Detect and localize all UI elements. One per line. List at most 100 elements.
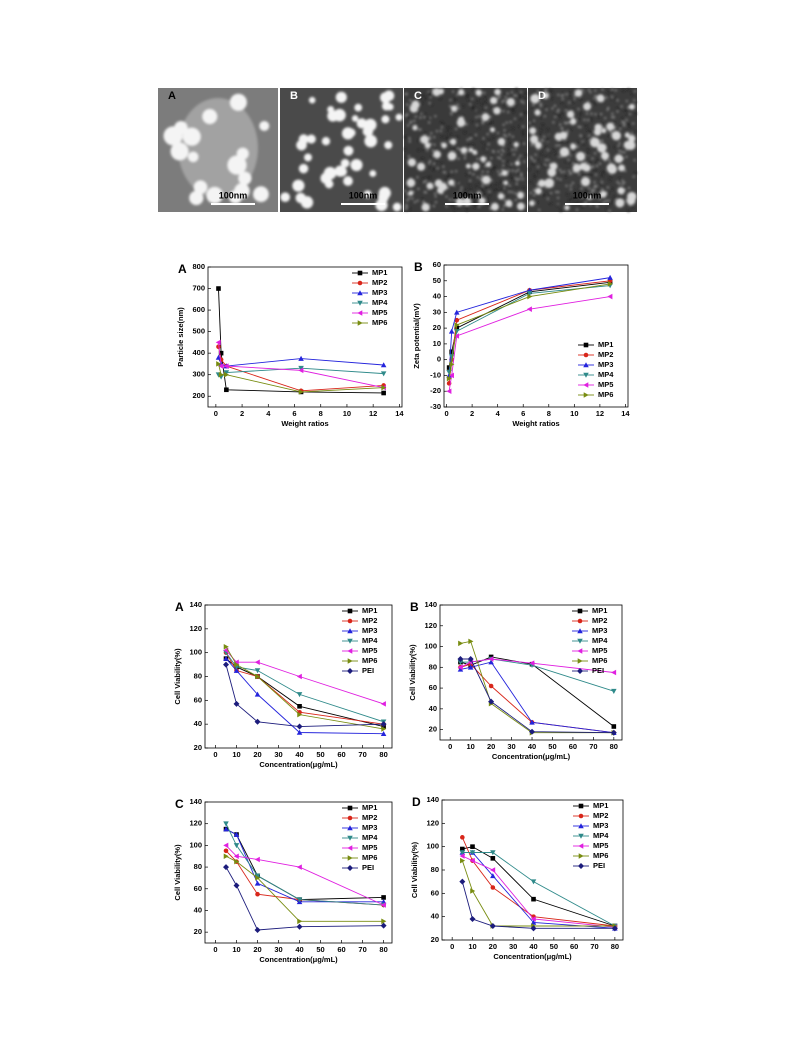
tem-noise <box>409 177 412 180</box>
tem-noise <box>580 98 583 101</box>
tem-noise <box>514 148 517 151</box>
marker <box>233 667 240 673</box>
tem-noise <box>432 168 435 171</box>
tem-noise <box>632 122 635 125</box>
tem-particle <box>626 140 636 151</box>
tem-noise <box>524 92 527 95</box>
series-line <box>218 342 384 389</box>
x-tick-label: 20 <box>253 945 261 954</box>
tem-noise <box>606 108 609 111</box>
tem-noise <box>549 202 552 205</box>
tem-noise <box>487 143 490 146</box>
marker <box>254 668 261 674</box>
marker <box>223 655 229 661</box>
tem-particle <box>408 159 415 166</box>
tem-noise <box>487 200 490 203</box>
tem-particle <box>517 191 525 199</box>
tem-noise <box>548 157 551 160</box>
tem-noise <box>572 162 575 165</box>
tem-noise <box>408 140 411 143</box>
tem-noise <box>419 128 422 131</box>
tem-particle <box>544 178 555 188</box>
tem-noise <box>616 181 619 184</box>
tem-noise <box>443 171 446 174</box>
x-tick-label: 10 <box>468 942 476 951</box>
tem-noise <box>555 190 558 193</box>
tem-noise <box>453 97 456 100</box>
tem-noise <box>620 181 623 184</box>
tem-noise <box>550 192 553 195</box>
marker <box>233 843 240 849</box>
tem-noise <box>629 206 632 209</box>
tem-noise <box>479 120 482 123</box>
marker <box>448 328 455 334</box>
tem-noise <box>428 162 431 165</box>
x-axis-label: Concentration(μg/mL) <box>259 760 338 769</box>
marker <box>488 659 494 665</box>
tem-noise <box>466 147 469 150</box>
tem-noise <box>428 94 431 97</box>
tem-noise <box>633 159 636 162</box>
legend-label: MP5 <box>598 380 613 389</box>
tem-particle <box>617 187 625 195</box>
y-tick-label: 800 <box>192 262 205 271</box>
tem-noise <box>522 186 525 189</box>
y-tick-label: 20 <box>433 323 441 332</box>
marker <box>255 673 261 680</box>
tem-noise <box>576 208 579 211</box>
tem-particle <box>340 158 350 168</box>
marker <box>224 387 229 393</box>
tem-noise <box>511 169 514 172</box>
tem-noise <box>490 121 493 124</box>
tem-particle <box>599 190 607 198</box>
marker <box>490 885 496 890</box>
tem-noise <box>457 157 460 160</box>
tem-noise <box>432 162 435 165</box>
tem-particle <box>320 172 332 184</box>
legend-label: MP4 <box>598 370 614 379</box>
tem-noise <box>478 96 481 99</box>
tem-particle <box>280 192 291 203</box>
tem-noise <box>564 160 567 163</box>
x-tick-label: 40 <box>295 750 303 759</box>
tem-noise <box>570 123 573 126</box>
x-tick-label: 0 <box>213 750 217 759</box>
tem-noise <box>620 105 623 108</box>
marker <box>254 659 260 665</box>
tem-noise <box>410 122 413 125</box>
tem-particle <box>559 131 568 140</box>
marker <box>216 361 222 367</box>
tem-noise <box>594 162 597 165</box>
tem-noise <box>489 178 492 181</box>
tem-noise <box>625 155 628 158</box>
tem-noise <box>501 148 504 151</box>
tem-noise <box>422 201 425 204</box>
tem-noise <box>486 133 489 136</box>
marker <box>223 842 229 849</box>
tem-particle <box>627 191 637 202</box>
tem-particle <box>300 196 314 209</box>
tem-noise <box>585 91 588 94</box>
tem-noise <box>543 194 546 197</box>
tem-noise <box>479 184 482 187</box>
tem-noise <box>588 88 591 91</box>
tem-noise <box>554 113 557 116</box>
tem-noise <box>503 129 506 132</box>
tem-particle <box>227 155 247 175</box>
marker <box>607 293 613 300</box>
tem-noise <box>621 193 624 196</box>
tem-noise <box>588 134 591 137</box>
marker <box>218 363 224 369</box>
tem-noise <box>633 99 636 102</box>
tem-noise <box>414 115 417 118</box>
tem-noise <box>621 121 624 124</box>
tem-noise <box>434 201 437 204</box>
tem-noise <box>493 189 496 192</box>
tem-noise <box>628 186 631 189</box>
tem-noise <box>418 92 421 95</box>
tem-noise <box>610 200 613 203</box>
tem-particles <box>528 88 637 212</box>
tem-noise <box>411 197 414 200</box>
tem-noise <box>595 173 598 176</box>
